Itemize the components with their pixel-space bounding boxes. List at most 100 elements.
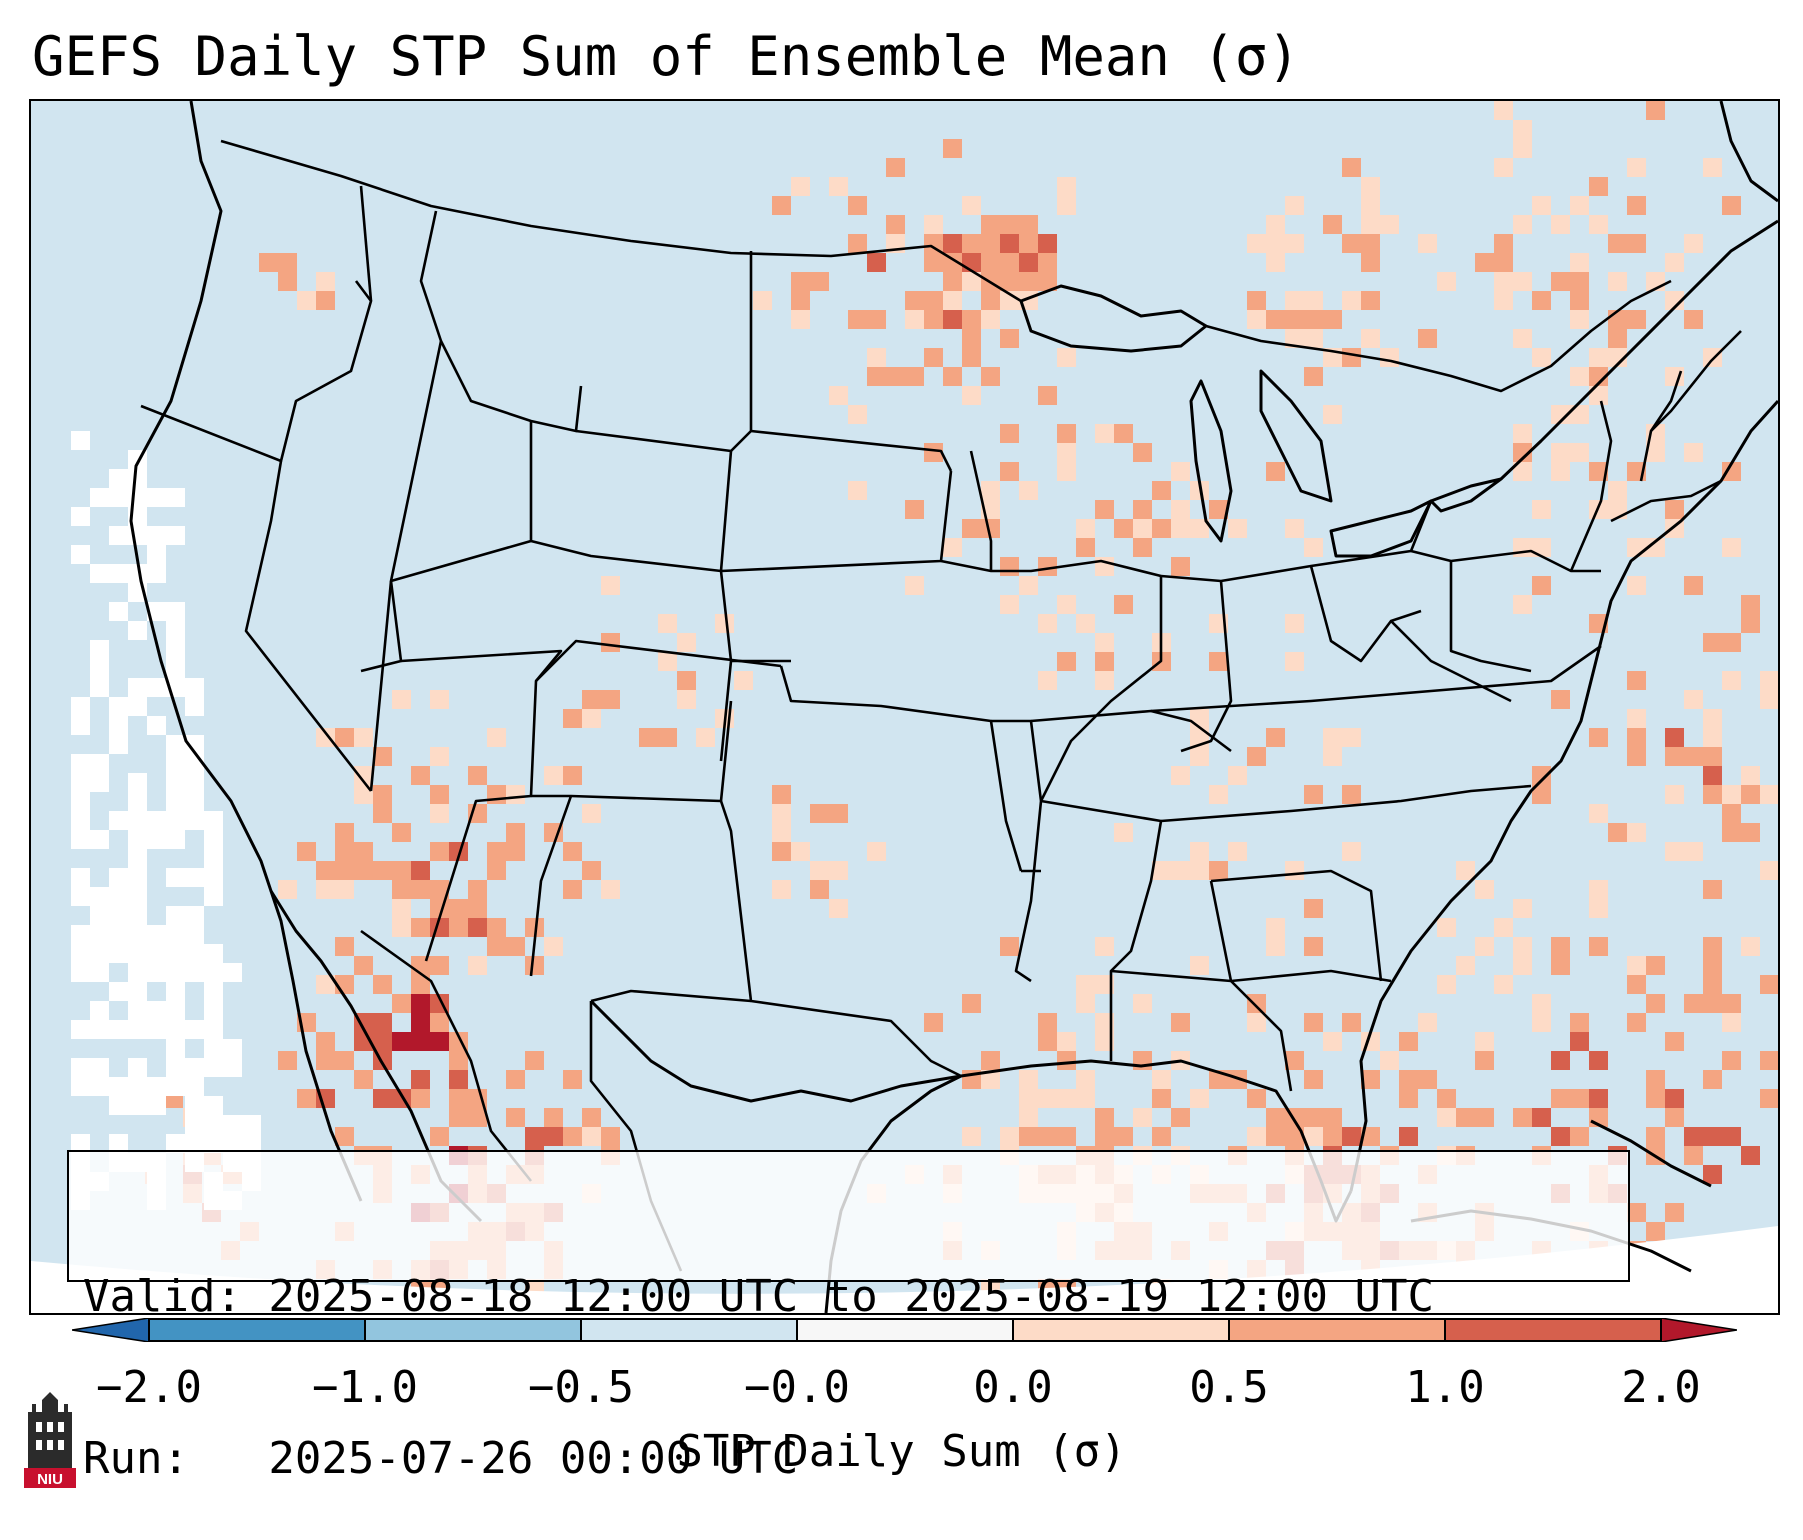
stp-cell (316, 1051, 335, 1070)
missing-cell (71, 811, 90, 830)
stp-cell (354, 842, 373, 861)
missing-cell (109, 564, 128, 583)
stp-cell (981, 481, 1000, 500)
stp-cell (430, 785, 449, 804)
stp-cell (449, 842, 468, 861)
missing-cell (90, 887, 109, 906)
stp-cell (1532, 1013, 1551, 1032)
stp-cell (1627, 1203, 1646, 1222)
valid-time-text: Valid: 2025-08-18 12:00 UTC to 2025-08-1… (83, 1271, 1435, 1322)
missing-cell (109, 697, 128, 716)
stp-cell (525, 956, 544, 975)
stp-cell (1418, 1013, 1437, 1032)
missing-cell (90, 1077, 109, 1096)
missing-cell (147, 1020, 166, 1039)
stp-cell (1342, 785, 1361, 804)
stp-cell (354, 766, 373, 785)
stp-cell (373, 785, 392, 804)
stp-map (31, 101, 1778, 1313)
stp-cell (1513, 899, 1532, 918)
stp-cell (1095, 975, 1114, 994)
stp-cell (1741, 595, 1760, 614)
colorbar-tick-label: 0.5 (1189, 1362, 1269, 1413)
run-time-text: Run: 2025-07-26 00:00 UTC (83, 1433, 799, 1484)
stp-cell (1076, 1070, 1095, 1089)
stp-cell (1361, 253, 1380, 272)
stp-cell (1323, 1127, 1342, 1146)
missing-cell (147, 925, 166, 944)
stp-cell (582, 690, 601, 709)
stp-cell (1589, 215, 1608, 234)
stp-cell (1703, 709, 1722, 728)
missing-cell (109, 944, 128, 963)
stp-cell (1019, 253, 1038, 272)
colorbar-tick-label: −1.0 (312, 1362, 418, 1413)
missing-data-cells (71, 431, 261, 1210)
stp-cell (1361, 196, 1380, 215)
stp-cell (1038, 1032, 1057, 1051)
stp-cell (1608, 481, 1627, 500)
stp-cell (1551, 443, 1570, 462)
missing-cell (147, 830, 166, 849)
missing-cell (71, 507, 90, 526)
stp-cell (1000, 215, 1019, 234)
stp-cell (1551, 690, 1570, 709)
stp-cell (1532, 291, 1551, 310)
missing-cell (128, 621, 147, 640)
stp-cell (582, 804, 601, 823)
missing-cell (166, 773, 185, 792)
stp-cell (335, 861, 354, 880)
stp-cell (335, 937, 354, 956)
missing-cell (166, 526, 185, 545)
stp-cell (544, 1127, 563, 1146)
colorbar-extend-high (1660, 1318, 1737, 1342)
map-panel (29, 99, 1780, 1315)
outside-domain-curve (31, 1226, 1778, 1313)
stp-cell (392, 899, 411, 918)
stp-cell (1513, 215, 1532, 234)
stp-cell (1551, 937, 1570, 956)
stp-cell (1532, 994, 1551, 1013)
stp-cell (829, 804, 848, 823)
stp-cell (1342, 1013, 1361, 1032)
stp-cell (1570, 367, 1589, 386)
stp-cell (1000, 272, 1019, 291)
missing-cell (185, 1077, 204, 1096)
stp-cell (1684, 310, 1703, 329)
stp-cell (1494, 158, 1513, 177)
stp-cell (601, 633, 620, 652)
missing-cell (204, 830, 223, 849)
stp-cell (411, 918, 430, 937)
stp-cell (1703, 158, 1722, 177)
stp-cell (1095, 1032, 1114, 1051)
missing-cell (166, 1077, 185, 1096)
stp-cell (1304, 937, 1323, 956)
stp-cell (1665, 291, 1684, 310)
stp-cell (278, 1051, 297, 1070)
stp-cell (1513, 595, 1532, 614)
missing-cell (90, 678, 109, 697)
stp-cell (1114, 823, 1133, 842)
stp-cell (487, 861, 506, 880)
stp-cell (1722, 994, 1741, 1013)
stp-cell (1171, 1013, 1190, 1032)
stp-cell (392, 994, 411, 1013)
stp-cell (867, 348, 886, 367)
missing-cell (71, 1058, 90, 1077)
stp-cell (1228, 842, 1247, 861)
stp-cell (354, 861, 373, 880)
stp-cell (1684, 1127, 1703, 1146)
stp-cell (1247, 234, 1266, 253)
stp-cell (1684, 747, 1703, 766)
stp-cell (829, 861, 848, 880)
stp-cell (1513, 462, 1532, 481)
stp-cell (1323, 728, 1342, 747)
stp-cell (506, 785, 525, 804)
stp-cell (1589, 1089, 1608, 1108)
stp-cell (1684, 443, 1703, 462)
stp-cell (1475, 880, 1494, 899)
stp-cell (430, 956, 449, 975)
missing-cell (223, 963, 242, 982)
stp-cell (1475, 937, 1494, 956)
stp-cell (772, 823, 791, 842)
